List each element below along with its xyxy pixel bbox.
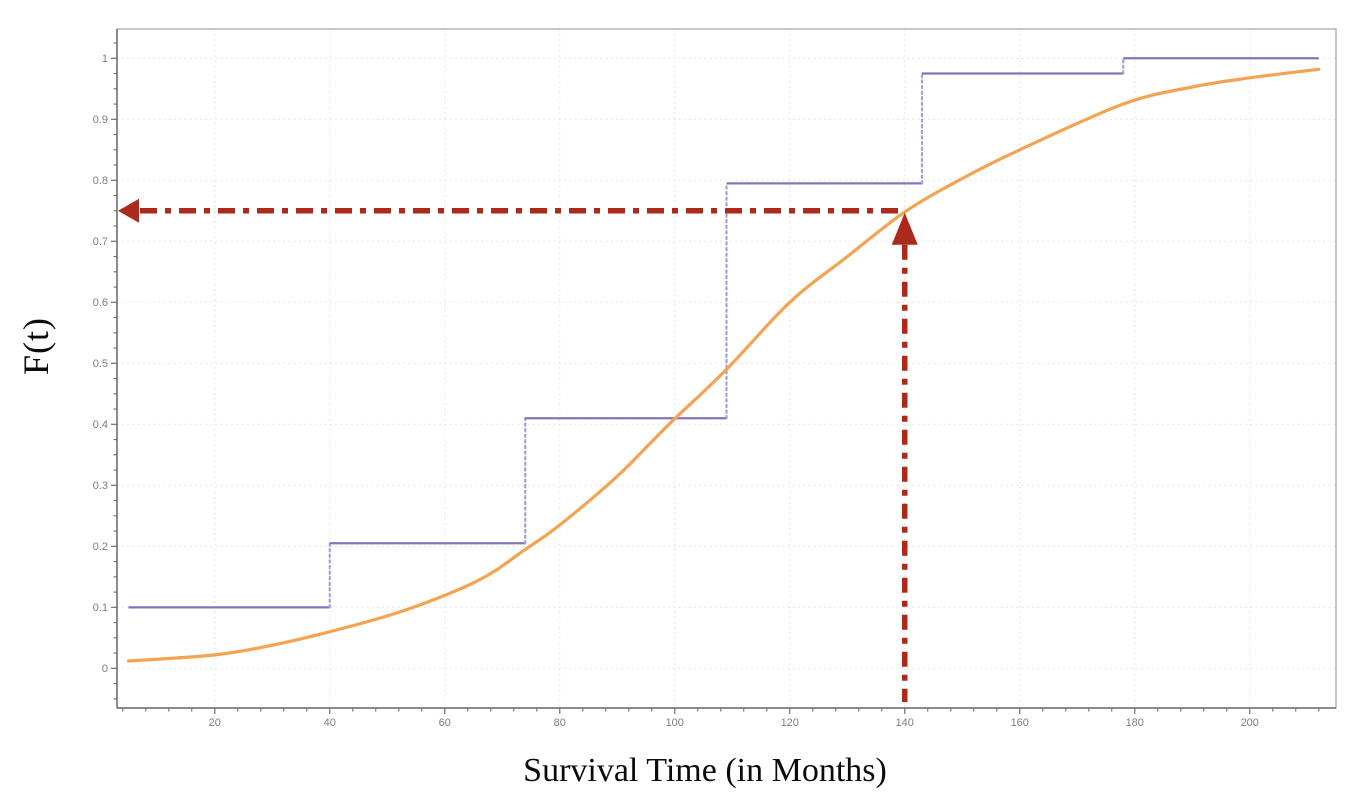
y-tick-label: 0 [102,663,108,675]
y-tick-label: 1 [102,53,108,65]
x-tick-label: 140 [896,717,914,729]
x-tick-label: 100 [666,717,684,729]
y-tick-label: 0.1 [93,602,108,614]
y-tick-label: 0.9 [93,114,108,126]
x-tick-label: 180 [1126,717,1144,729]
y-tick-label: 0.6 [93,297,108,309]
y-tick-label: 0.7 [93,236,108,248]
guide-arrowhead-left [118,198,139,223]
x-axis-title: Survival Time (in Months) [523,752,887,789]
y-tick-label: 0.8 [93,175,108,187]
y-tick-label: 0.5 [93,358,108,370]
x-tick-label: 80 [554,717,566,729]
y-tick-label: 0.4 [93,419,108,431]
x-tick-label: 120 [781,717,799,729]
x-tick-label: 60 [439,717,451,729]
guide-arrowhead-up [891,212,918,245]
x-tick-label: 20 [209,717,221,729]
x-tick-label: 200 [1241,717,1259,729]
y-tick-label: 0.3 [93,480,108,492]
x-tick-label: 40 [324,717,336,729]
y-tick-label: 0.2 [93,541,108,553]
y-axis-title: F(t) [16,317,56,375]
x-tick-label: 160 [1011,717,1029,729]
fitted-cdf-curve [126,67,1321,663]
